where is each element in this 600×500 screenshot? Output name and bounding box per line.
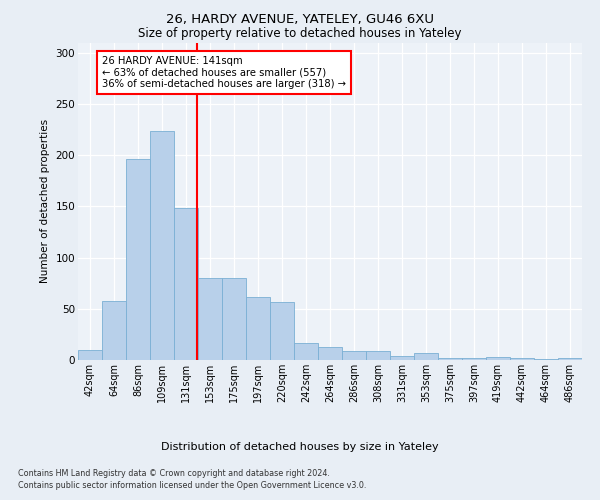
Bar <box>174 208 198 360</box>
Bar <box>126 160 150 360</box>
Text: Distribution of detached houses by size in Yateley: Distribution of detached houses by size … <box>161 442 439 452</box>
Bar <box>222 278 246 360</box>
Bar <box>294 342 318 360</box>
Bar <box>102 300 126 360</box>
Bar <box>246 296 270 360</box>
Text: Contains HM Land Registry data © Crown copyright and database right 2024.: Contains HM Land Registry data © Crown c… <box>18 468 330 477</box>
Bar <box>438 358 462 360</box>
Bar <box>270 302 294 360</box>
Text: 26 HARDY AVENUE: 141sqm
← 63% of detached houses are smaller (557)
36% of semi-d: 26 HARDY AVENUE: 141sqm ← 63% of detache… <box>102 56 346 89</box>
Bar <box>534 359 558 360</box>
Bar <box>510 358 534 360</box>
Bar <box>150 130 174 360</box>
Y-axis label: Number of detached properties: Number of detached properties <box>40 119 50 284</box>
Bar <box>318 346 342 360</box>
Bar <box>342 351 366 360</box>
Bar <box>390 356 414 360</box>
Bar <box>558 358 582 360</box>
Bar <box>486 357 510 360</box>
Bar <box>462 358 486 360</box>
Text: Size of property relative to detached houses in Yateley: Size of property relative to detached ho… <box>138 28 462 40</box>
Bar <box>78 350 102 360</box>
Bar <box>366 351 390 360</box>
Text: 26, HARDY AVENUE, YATELEY, GU46 6XU: 26, HARDY AVENUE, YATELEY, GU46 6XU <box>166 12 434 26</box>
Bar <box>414 353 438 360</box>
Bar <box>198 278 222 360</box>
Text: Contains public sector information licensed under the Open Government Licence v3: Contains public sector information licen… <box>18 481 367 490</box>
